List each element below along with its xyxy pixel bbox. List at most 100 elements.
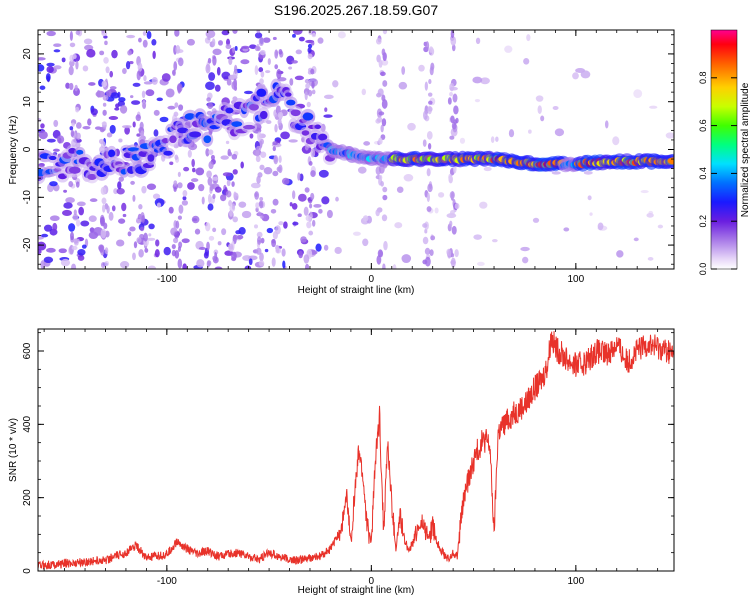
spectrogram-streak bbox=[174, 102, 179, 108]
spectrogram-blob bbox=[317, 37, 324, 44]
ridge-core bbox=[286, 99, 296, 106]
spectrogram-streak bbox=[212, 193, 216, 200]
spectrogram-blob bbox=[294, 75, 304, 81]
y-tick-label: 400 bbox=[22, 416, 33, 433]
spectrogram-streak bbox=[256, 145, 262, 151]
spectrogram-blob bbox=[61, 57, 66, 63]
spectrogram-streak bbox=[271, 238, 277, 248]
spectrogram-blob bbox=[403, 173, 414, 182]
spectrogram-streak bbox=[211, 183, 215, 189]
spectrogram-blob bbox=[82, 125, 91, 130]
spectrogram-streak bbox=[274, 64, 279, 70]
colorbar-tick-label: 0.2 bbox=[698, 215, 708, 228]
spectrogram-streak bbox=[454, 249, 459, 258]
spectrogram-streak bbox=[447, 249, 452, 259]
spectrogram-blob bbox=[551, 171, 561, 175]
spectrogram-blob bbox=[143, 81, 153, 85]
spectrogram-streak bbox=[69, 42, 76, 48]
spectrogram-blob bbox=[207, 203, 214, 211]
spectrogram-blob bbox=[86, 49, 96, 58]
spectrogram-streak bbox=[307, 89, 313, 97]
spectrogram-streak bbox=[424, 81, 428, 91]
spectrogram-blob bbox=[208, 72, 216, 81]
spectrogram-streak bbox=[309, 211, 313, 218]
spectrogram-blob bbox=[221, 71, 231, 80]
y-tick-label: 10 bbox=[22, 96, 33, 108]
spectrogram-blob bbox=[321, 196, 330, 205]
spectrogram-streak bbox=[212, 227, 217, 233]
spectrogram-blob bbox=[76, 201, 86, 207]
spectrogram-blob bbox=[38, 57, 46, 61]
spectrogram-blob bbox=[265, 70, 271, 74]
spectrogram-blob bbox=[191, 215, 200, 224]
spectrogram-blob bbox=[255, 207, 259, 213]
spectrogram-blob bbox=[249, 44, 257, 49]
spectrogram-blob bbox=[633, 237, 639, 242]
spectrogram-blob bbox=[392, 264, 397, 269]
spectrogram-streak bbox=[454, 203, 460, 210]
spectrogram-blob bbox=[307, 53, 313, 60]
spectrogram-blob bbox=[315, 243, 322, 252]
spectrogram-streak bbox=[452, 93, 458, 103]
colorbar-tick-label: 0.8 bbox=[698, 72, 708, 85]
spectrogram-blob bbox=[152, 50, 156, 60]
spectrogram-streak bbox=[69, 60, 75, 67]
spectrogram-blob bbox=[195, 167, 205, 176]
ridge-core bbox=[256, 88, 267, 97]
spectrogram-blob bbox=[82, 65, 89, 72]
spectrogram-blob bbox=[90, 108, 98, 116]
spectrogram-blob bbox=[232, 169, 238, 175]
spectrogram-blob bbox=[191, 178, 199, 183]
spectrogram-blob bbox=[186, 38, 195, 46]
spectrogram-streak bbox=[71, 263, 77, 269]
spectrogram-blob bbox=[111, 205, 116, 212]
ridge-core bbox=[189, 131, 202, 138]
spectrogram-blob bbox=[49, 181, 58, 187]
spectrogram-blob bbox=[118, 176, 125, 182]
spectrogram-streak bbox=[311, 219, 316, 227]
spectrogram-streak bbox=[451, 44, 456, 52]
spectrogram-streak bbox=[453, 105, 459, 115]
spectrogram-blob bbox=[153, 109, 160, 116]
spectrogram-blob bbox=[84, 238, 89, 247]
spectrogram-streak bbox=[137, 62, 143, 72]
spectrogram-streak bbox=[305, 215, 312, 222]
spectrogram-streak bbox=[427, 92, 433, 97]
spectrogram-blob bbox=[300, 236, 307, 243]
spectrogram-streak bbox=[100, 261, 106, 268]
spectrogram-blob bbox=[224, 250, 234, 256]
spectrogram-streak bbox=[381, 99, 388, 109]
spectrogram-blob bbox=[318, 208, 323, 214]
spectrogram-blob bbox=[260, 215, 264, 219]
spectrogram-streak bbox=[308, 230, 314, 236]
spectrogram-blob bbox=[248, 258, 253, 266]
spectrogram-blob bbox=[241, 45, 250, 49]
spectrogram-blob bbox=[163, 246, 171, 256]
spectrogram-streak bbox=[376, 255, 382, 265]
spectrogram-streak bbox=[380, 124, 384, 133]
spectrogram-blob bbox=[181, 238, 190, 244]
spectrogram-streak bbox=[259, 49, 266, 56]
spectrogram-streak bbox=[260, 237, 265, 244]
spectrogram-blob bbox=[212, 48, 222, 56]
spectrogram-blob bbox=[38, 241, 47, 251]
spectrogram-streak bbox=[143, 75, 147, 82]
spectrogram-streak bbox=[70, 231, 74, 241]
spectrogram-streak bbox=[76, 132, 81, 140]
spectrogram-streak bbox=[102, 204, 106, 213]
snr-panel: -100 0 100 0 200 400 600 Height of straight l… bbox=[8, 328, 675, 596]
spectrogram-streak bbox=[449, 191, 455, 200]
spectrogram-blob bbox=[217, 241, 222, 246]
spectrogram-streak bbox=[70, 129, 75, 138]
spectrogram-streak bbox=[73, 209, 77, 216]
spectrogram-streak bbox=[99, 50, 105, 56]
spectrogram-blob bbox=[46, 138, 56, 143]
spectrogram-blob bbox=[63, 189, 68, 193]
spectrogram-streak bbox=[226, 179, 231, 187]
spectrogram-streak bbox=[428, 79, 432, 85]
spectrogram-blob bbox=[126, 34, 136, 39]
spectrogram-blob bbox=[88, 82, 96, 86]
spectrogram-blob bbox=[43, 224, 53, 232]
spectrogram-y-ticks: -20 -10 0 10 20 bbox=[22, 34, 674, 265]
